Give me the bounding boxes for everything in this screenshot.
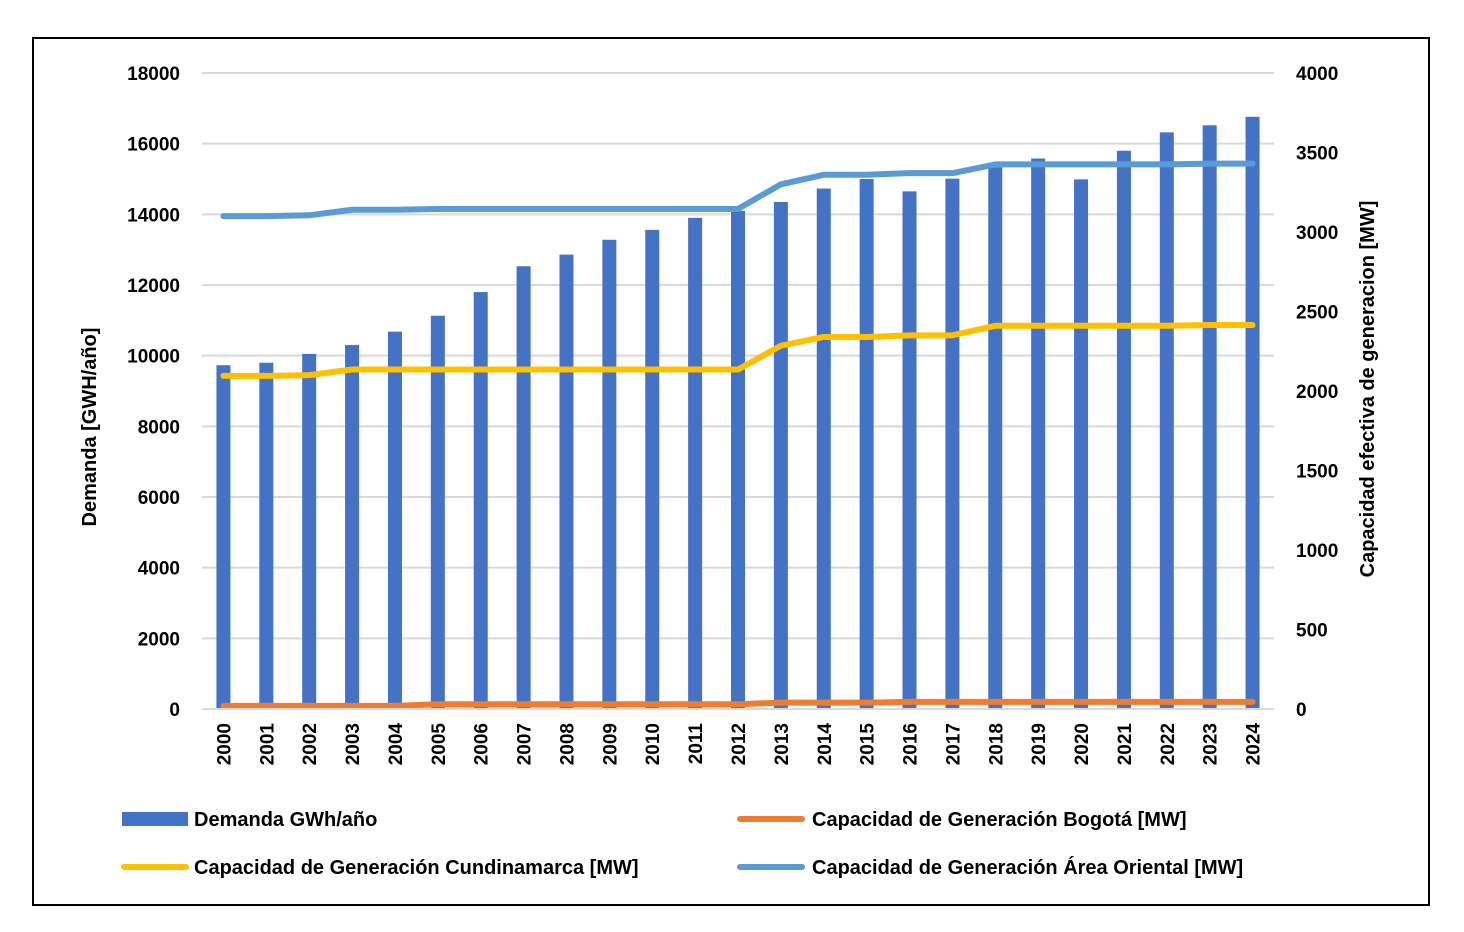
x-tick-label: 2003 <box>343 723 364 765</box>
y2-tick-label: 4000 <box>1296 64 1338 85</box>
y-axis-title: Demanda [GWH/año] <box>79 328 101 527</box>
y-tick-label: 8000 <box>138 417 180 438</box>
y-tick-label: 0 <box>169 700 180 721</box>
bar <box>773 201 788 709</box>
lines-layer <box>220 160 1256 709</box>
y2-tick-label: 500 <box>1296 621 1328 642</box>
bar <box>387 331 402 709</box>
y-tick-label: 6000 <box>138 488 180 509</box>
x-tick-label: 2013 <box>772 723 793 765</box>
y-tick-label: 16000 <box>127 135 180 156</box>
bar <box>559 254 574 709</box>
x-tick-label: 2022 <box>1158 723 1179 765</box>
x-tick-label: 2014 <box>815 723 836 766</box>
bar <box>988 167 1003 710</box>
bar <box>259 362 274 709</box>
x-tick-label: 2023 <box>1201 723 1222 765</box>
x-tick-label: 2011 <box>686 723 707 765</box>
chart-frame: 0 2000 4000 6000 8000 10000 12000 14000 16000 180… <box>32 37 1430 906</box>
y2-tick-label: 2500 <box>1296 303 1338 324</box>
y2-tick-label: 0 <box>1296 700 1307 721</box>
series-line <box>220 322 1256 379</box>
x-tick-label: 2017 <box>943 723 964 765</box>
legend-swatch <box>122 812 188 826</box>
bar <box>731 210 745 710</box>
y2-tick-label: 3500 <box>1296 144 1338 165</box>
legend-label: Demanda GWh/año <box>194 809 377 831</box>
y2-tick-label: 1500 <box>1296 462 1338 483</box>
bar <box>602 239 617 710</box>
y2-tick-label: 3000 <box>1296 223 1338 244</box>
y-tick-label: 14000 <box>127 205 180 226</box>
axes-layer: 0200040006000800010000120001400016000180… <box>127 64 1338 765</box>
x-tick-label: 2009 <box>600 723 621 765</box>
x-tick-label: 2024 <box>1244 723 1265 766</box>
bar <box>688 217 703 709</box>
x-tick-label: 2008 <box>557 723 578 765</box>
x-tick-label: 2021 <box>1115 723 1136 766</box>
x-tick-label: 2018 <box>986 723 1007 765</box>
bar <box>345 345 360 709</box>
bar <box>1031 158 1046 710</box>
x-tick-label: 2005 <box>429 723 450 766</box>
y-tick-label: 12000 <box>127 276 180 297</box>
bar <box>216 365 231 709</box>
y2-axis-title: Capacidad efectiva de generacion [MW] <box>1357 201 1379 578</box>
x-tick-label: 2004 <box>386 723 407 766</box>
x-tick-label: 2007 <box>515 723 536 765</box>
bar <box>859 179 874 709</box>
bar <box>902 191 917 709</box>
x-tick-label: 2010 <box>643 723 664 765</box>
y-tick-label: 10000 <box>127 347 180 368</box>
x-tick-label: 2012 <box>729 723 750 765</box>
bar <box>302 353 317 709</box>
x-tick-label: 2015 <box>858 723 879 766</box>
x-tick-label: 2001 <box>257 723 278 766</box>
legend-label: Capacidad de Generación Cundinamarca [MW… <box>194 857 639 879</box>
y-tick-label: 18000 <box>127 64 180 85</box>
bar <box>430 315 445 709</box>
bar <box>945 178 960 709</box>
x-tick-label: 2006 <box>472 723 493 765</box>
chart-svg: 0200040006000800010000120001400016000180… <box>79 64 1379 879</box>
y-tick-label: 4000 <box>138 559 180 580</box>
bar <box>1245 116 1260 709</box>
x-tick-label: 2002 <box>300 723 321 765</box>
bar <box>816 188 831 710</box>
bar <box>645 229 660 709</box>
legend: Demanda GWh/año Capacidad de Generación B… <box>121 809 1243 879</box>
series-line <box>220 698 1256 709</box>
x-tick-label: 2020 <box>1072 723 1093 765</box>
y-tick-label: 2000 <box>138 629 180 650</box>
bar <box>1202 125 1217 709</box>
y2-tick-label: 2000 <box>1296 382 1338 403</box>
legend-label: Capacidad de Generación Área Oriental [M… <box>812 856 1243 879</box>
bar <box>473 292 488 709</box>
x-tick-label: 2000 <box>214 723 235 765</box>
y2-tick-label: 1000 <box>1296 541 1338 562</box>
bar <box>1074 179 1089 709</box>
x-tick-label: 2016 <box>901 723 922 765</box>
bar <box>1159 132 1174 710</box>
x-tick-label: 2019 <box>1029 723 1050 765</box>
bar <box>516 266 531 709</box>
bar <box>1116 150 1131 709</box>
series-line <box>220 160 1256 220</box>
legend-label: Capacidad de Generación Bogotá [MW] <box>812 809 1186 831</box>
